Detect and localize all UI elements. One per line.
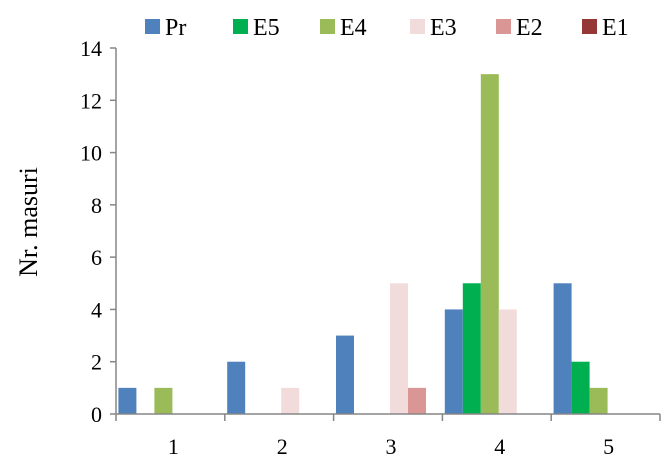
bar-pr-3 [336,335,354,414]
bar-e3-4 [498,309,517,414]
y-axis-label: Nr. masuri [14,167,43,277]
y-tick-label: 4 [91,297,102,322]
y-tick-label: 6 [91,245,102,270]
y-tick-label: 2 [91,350,102,375]
bar-e5-5 [571,361,590,414]
x-tick-label: 3 [386,434,397,459]
y-tick-label: 14 [80,36,102,61]
x-tick-label: 1 [168,434,179,459]
bar-e3-2 [281,387,300,414]
legend-swatch-e5 [233,19,248,34]
x-axis: 1 2 3 4 5 [115,413,661,459]
legend-swatch-e1 [582,19,597,34]
bar-pr-5 [553,283,572,414]
legend-label-pr: Pr [165,15,186,41]
x-tick-label: 4 [494,434,505,459]
y-tick-label: 10 [80,141,102,166]
bar-e3-3 [390,283,408,414]
x-tick-label: 5 [603,434,614,459]
y-axis: 0 2 4 6 8 10 12 14 [80,36,117,427]
bars [118,74,608,415]
y-tick-label: 12 [80,88,102,113]
legend: Pr E5 E4 E3 E2 E1 [145,15,629,41]
bar-e4-1 [154,387,173,414]
legend-label-e5: E5 [253,15,280,41]
legend-swatch-pr [145,19,160,34]
bar-pr-1 [118,387,137,414]
bar-e5-4 [462,283,481,414]
legend-label-e4: E4 [340,15,367,41]
legend-label-e1: E1 [602,15,629,41]
legend-label-e2: E2 [516,15,543,41]
y-tick-label: 0 [91,402,102,427]
legend-label-e3: E3 [430,15,457,41]
x-tick-label: 2 [277,434,288,459]
bar-e4-5 [589,387,608,414]
bar-pr-4 [444,309,463,414]
bar-pr-2 [227,361,246,414]
legend-swatch-e3 [410,19,425,34]
bar-e2-3 [408,387,426,414]
legend-swatch-e2 [496,19,511,34]
y-tick-label: 8 [91,193,102,218]
legend-swatch-e4 [320,19,335,34]
bar-e4-4 [480,74,499,415]
